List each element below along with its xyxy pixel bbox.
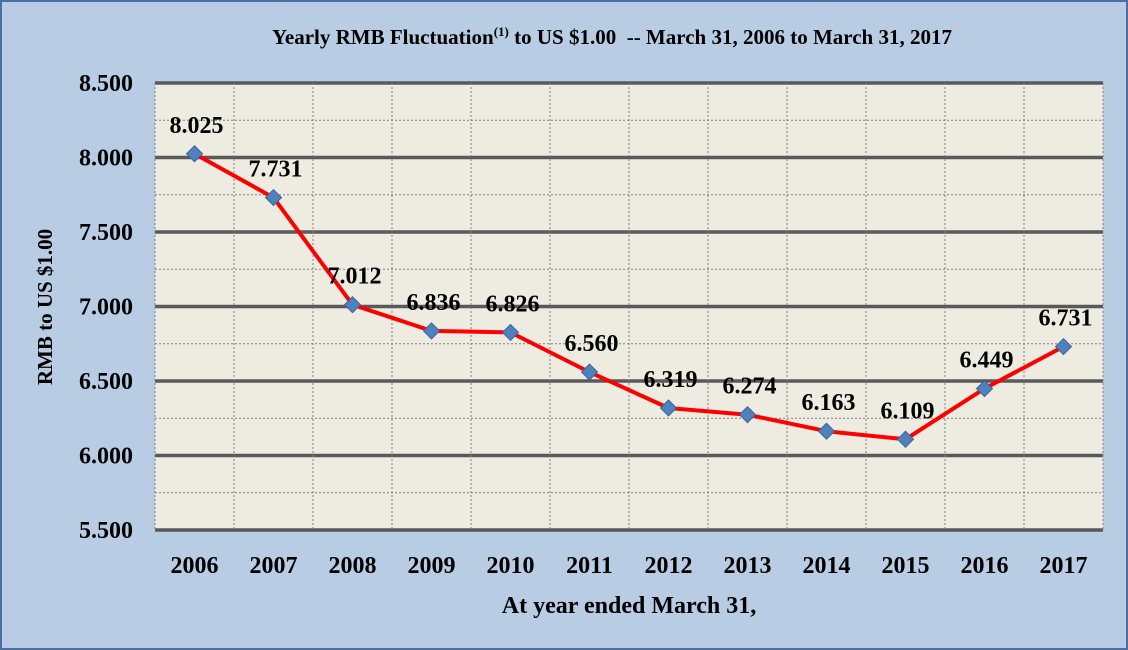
series-line: [193, 152, 1065, 442]
x-tick-label: 2016: [961, 553, 1009, 579]
data-point: [738, 405, 757, 424]
data-point: [975, 379, 994, 398]
x-tick-label: 2006: [171, 553, 219, 579]
x-tick-label: 2011: [566, 553, 613, 579]
data-labels: 8.025 7.731 7.012 6.836 6.826 6.560 6.319 6.274…: [170, 113, 1093, 424]
data-label: 8.025: [170, 113, 224, 139]
x-tick-label: 2014: [803, 553, 851, 579]
data-point: [580, 363, 599, 381]
y-tick-label: 6.500: [79, 369, 133, 395]
y-tick-label: 8.500: [79, 71, 133, 97]
data-point: [1054, 337, 1073, 356]
x-tick-label: 2013: [724, 553, 772, 579]
y-tick-label: 6.000: [79, 444, 133, 470]
data-label: 6.836: [407, 290, 461, 316]
y-tick-label: 5.500: [79, 518, 133, 544]
data-label: 6.274: [723, 374, 777, 400]
x-tick-label: 2010: [487, 553, 535, 579]
data-point: [422, 322, 441, 340]
data-label: 6.449: [960, 348, 1014, 374]
data-label: 6.826: [486, 291, 540, 317]
data-markers: [185, 145, 1073, 448]
x-tick-label: 2015: [882, 553, 930, 579]
data-label: 7.012: [328, 264, 382, 290]
data-label: 7.731: [249, 157, 303, 183]
y-axis-label: RMB to US $1.00: [33, 229, 57, 385]
chart-title: Yearly RMB Fluctuation(1) to US $1.00 --…: [272, 24, 952, 49]
data-label: 6.731: [1039, 306, 1093, 332]
data-point: [896, 430, 915, 448]
data-point: [185, 145, 204, 163]
y-axis-ticks: 5.500 6.000 6.500 7.000 7.500 8.000 8.500: [79, 71, 133, 544]
x-tick-label: 2009: [408, 553, 456, 579]
data-label: 6.163: [802, 390, 856, 416]
x-tick-label: 2012: [645, 553, 693, 579]
x-tick-label: 2007: [250, 553, 298, 579]
gridlines: [154, 81, 1104, 532]
y-tick-label: 7.000: [79, 295, 133, 321]
y-tick-label: 8.000: [79, 146, 133, 172]
data-point: [264, 188, 283, 207]
data-point: [501, 323, 520, 342]
data-label: 6.109: [881, 398, 935, 424]
data-label: 6.560: [565, 331, 619, 357]
x-axis-label: At year ended March 31,: [502, 593, 756, 619]
data-point: [817, 422, 836, 440]
x-axis-ticks: 2006 2007 2008 2009 2010 2011 2012 2013 2014 2015…: [171, 553, 1088, 579]
data-point: [343, 296, 362, 314]
x-tick-label: 2008: [329, 553, 377, 579]
x-tick-label: 2017: [1040, 553, 1088, 579]
y-tick-label: 7.500: [79, 220, 133, 246]
data-label: 6.319: [644, 367, 698, 393]
data-point: [659, 399, 678, 417]
